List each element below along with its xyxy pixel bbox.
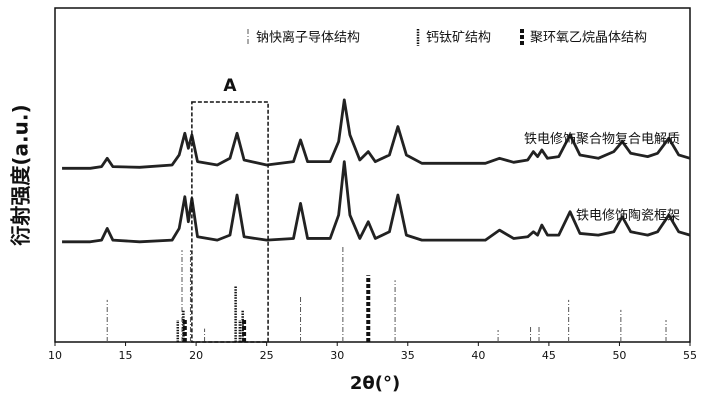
annotation-box <box>191 101 269 343</box>
legend-label: 聚环氧乙烷晶体结构 <box>530 31 647 46</box>
x-tick-label: 15 <box>119 349 133 362</box>
x-tick-label: 55 <box>683 349 697 362</box>
x-tick-label: 20 <box>189 349 203 362</box>
x-tick-label: 45 <box>542 349 556 362</box>
x-tick-label: 10 <box>48 349 62 362</box>
legend-label: 钠快离子导体结构 <box>256 30 360 46</box>
x-tick-label: 40 <box>471 349 485 362</box>
x-tick-label: 30 <box>330 349 344 362</box>
y-axis-label: 衍射强度(a.u.) <box>9 104 33 245</box>
legend-label: 钙钛矿结构 <box>426 31 491 46</box>
xrd-curve <box>62 160 691 244</box>
curve-label: 铁电修饰陶瓷框架 <box>576 208 680 224</box>
annotation-label: A <box>223 76 237 96</box>
x-axis-label: 2θ(°) <box>350 373 400 394</box>
xrd-curve <box>62 98 691 170</box>
x-tick-label: 50 <box>612 349 626 362</box>
curve-label: 铁电修饰聚合物复合电解质 <box>524 132 680 147</box>
x-tick-label: 25 <box>260 349 274 362</box>
plot-frame <box>54 7 691 343</box>
x-tick-label: 35 <box>401 349 415 362</box>
